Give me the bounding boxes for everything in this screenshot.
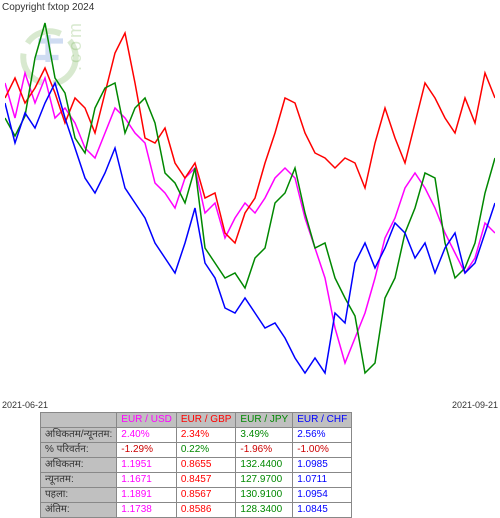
copyright-text: Copyright fxtop 2024 xyxy=(2,2,94,13)
row-label: न्यूनतम: xyxy=(41,473,117,488)
table-cell: 127.9700 xyxy=(236,473,293,488)
currency-data-table: EUR / USDEUR / GBPEUR / JPYEUR / CHF अधिक… xyxy=(40,412,352,518)
row-label: अधिकतम: xyxy=(41,458,117,473)
series-line xyxy=(5,83,495,373)
series-line xyxy=(5,23,495,373)
table-cell: 1.0711 xyxy=(293,473,352,488)
table-corner xyxy=(41,413,117,428)
table-cell: 132.4400 xyxy=(236,458,293,473)
column-header: EUR / GBP xyxy=(176,413,236,428)
column-header: EUR / JPY xyxy=(236,413,293,428)
table-cell: 0.8567 xyxy=(176,488,236,503)
row-label: % परिवर्तन: xyxy=(41,443,117,458)
table-cell: 130.9100 xyxy=(236,488,293,503)
row-label: पहला: xyxy=(41,488,117,503)
table-cell: -1.29% xyxy=(117,443,177,458)
table-cell: 0.8457 xyxy=(176,473,236,488)
table-cell: -1.96% xyxy=(236,443,293,458)
date-start: 2021-06-21 xyxy=(2,400,48,410)
series-line xyxy=(5,73,495,363)
table-cell: 1.1738 xyxy=(117,503,177,518)
table-cell: 0.8655 xyxy=(176,458,236,473)
table-cell: 2.40% xyxy=(117,428,177,443)
table-cell: 128.3400 xyxy=(236,503,293,518)
table-cell: 1.0985 xyxy=(293,458,352,473)
line-chart xyxy=(5,18,495,398)
table-cell: 0.8586 xyxy=(176,503,236,518)
series-line xyxy=(5,33,495,243)
table-cell: 1.1951 xyxy=(117,458,177,473)
date-end: 2021-09-21 xyxy=(452,400,498,410)
table-cell: 2.34% xyxy=(176,428,236,443)
table-cell: 1.0845 xyxy=(293,503,352,518)
table-cell: 2.56% xyxy=(293,428,352,443)
table-cell: 0.22% xyxy=(176,443,236,458)
table-cell: 1.1891 xyxy=(117,488,177,503)
row-label: अंतिम: xyxy=(41,503,117,518)
column-header: EUR / CHF xyxy=(293,413,352,428)
row-label: अधिकतम/न्यूनतम: xyxy=(41,428,117,443)
table-cell: 1.1671 xyxy=(117,473,177,488)
table-cell: 1.0954 xyxy=(293,488,352,503)
column-header: EUR / USD xyxy=(117,413,177,428)
table-cell: 3.49% xyxy=(236,428,293,443)
table-cell: -1.00% xyxy=(293,443,352,458)
